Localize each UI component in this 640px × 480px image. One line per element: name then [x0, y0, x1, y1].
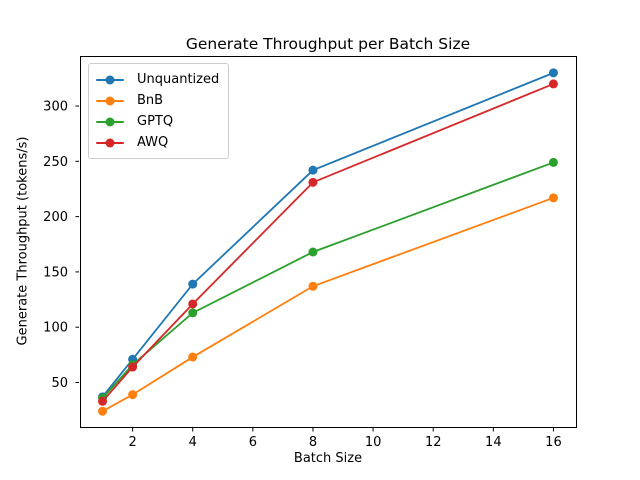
legend-label-awq: AWQ — [137, 135, 169, 150]
data-point-awq — [308, 177, 318, 187]
data-point-awq — [188, 299, 198, 309]
axes-frame — [80, 56, 577, 428]
x-axis-label: Batch Size — [293, 451, 363, 466]
y-tick-label: 100 — [43, 321, 68, 336]
legend-item-gptq: GPTQ — [96, 111, 219, 132]
data-point-awq — [548, 79, 558, 89]
x-tick-label: 16 — [545, 435, 562, 450]
x-tick-label: 6 — [249, 435, 257, 450]
y-tick-label: 200 — [43, 210, 68, 225]
data-point-awq — [98, 396, 108, 406]
y-tick-label: 250 — [43, 155, 68, 170]
x-tick-label: 2 — [128, 435, 136, 450]
data-point-bnb — [98, 406, 108, 416]
legend-marker-gptq — [96, 120, 124, 123]
data-point-bnb — [128, 390, 138, 400]
data-point-unquantized — [548, 68, 558, 78]
data-point-bnb — [188, 352, 198, 362]
data-point-gptq — [188, 308, 198, 318]
legend-marker-awq — [96, 141, 124, 144]
series-line-bnb — [101, 196, 555, 413]
y-tick-label: 50 — [51, 376, 68, 391]
legend-marker-unquantized — [96, 78, 124, 81]
legend: Unquantized BnB GPTQ AWQ — [88, 63, 230, 159]
y-axis-label: Generate Throughput (tokens/s) — [15, 136, 31, 346]
y-tick-label: 150 — [43, 265, 68, 280]
legend-label-unquantized: Unquantized — [137, 72, 220, 87]
legend-label-gptq: GPTQ — [137, 114, 174, 129]
data-point-bnb — [548, 193, 558, 203]
data-point-awq — [128, 362, 138, 372]
data-point-unquantized — [308, 165, 318, 175]
legend-label-bnb: BnB — [137, 93, 164, 108]
x-tick-label: 14 — [485, 435, 502, 450]
legend-item-unquantized: Unquantized — [96, 69, 219, 90]
x-tick-label: 8 — [309, 435, 317, 450]
chart-title: Generate Throughput per Batch Size — [185, 35, 471, 53]
legend-marker-bnb — [96, 99, 124, 102]
x-tick-label: 12 — [425, 435, 442, 450]
legend-item-awq: AWQ — [96, 132, 219, 153]
data-point-gptq — [308, 247, 318, 257]
x-tick-label: 4 — [189, 435, 197, 450]
data-point-bnb — [308, 281, 318, 291]
legend-item-bnb: BnB — [96, 90, 219, 111]
data-point-gptq — [548, 157, 558, 167]
data-point-unquantized — [188, 279, 198, 289]
y-tick-label: 300 — [43, 100, 68, 115]
x-tick-label: 10 — [365, 435, 382, 450]
